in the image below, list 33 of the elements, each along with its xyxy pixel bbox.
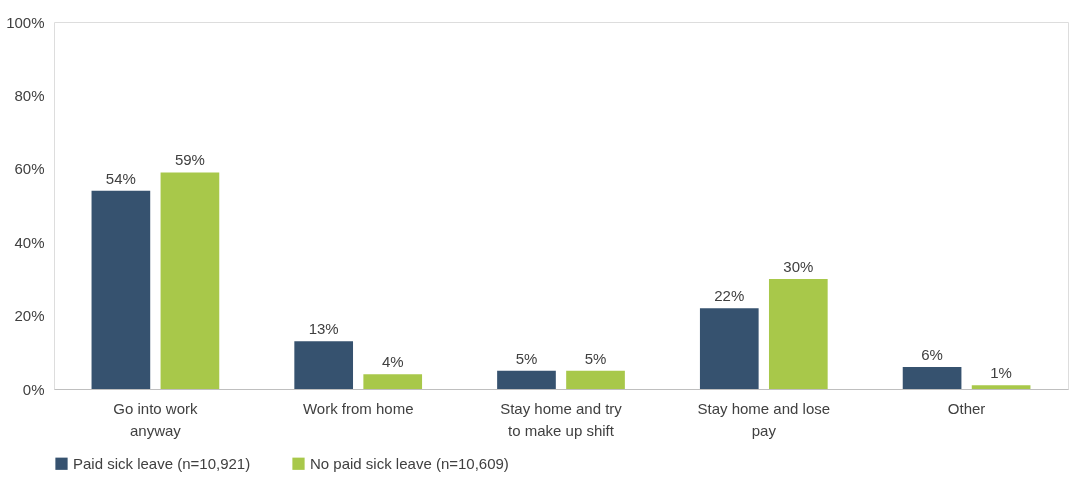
bar — [294, 341, 354, 389]
data-label: 13% — [308, 320, 339, 338]
x-tick-label: Stay home and lose pay — [697, 399, 831, 439]
y-tick-label: 0% — [22, 380, 45, 398]
data-label: 1% — [990, 364, 1012, 382]
y-tick-label: 60% — [14, 160, 45, 178]
x-tick-label: Other — [947, 399, 986, 417]
data-label: 5% — [584, 349, 607, 367]
data-label: 30% — [783, 257, 814, 275]
bar — [363, 374, 423, 389]
data-label: 59% — [174, 151, 205, 169]
y-tick-label: 20% — [14, 307, 45, 325]
bar — [971, 385, 1031, 389]
data-label: 5% — [515, 349, 538, 367]
bar — [160, 172, 220, 389]
x-tick-label: Stay home and try to make up shift — [500, 399, 623, 439]
x-tick-label: Go into work anyway — [113, 399, 198, 439]
y-tick-label: 80% — [14, 86, 45, 104]
data-label: 4% — [381, 353, 404, 371]
legend-label: No paid sick leave (n=10,609) — [310, 454, 509, 472]
y-tick-label: 40% — [14, 233, 45, 251]
bar — [902, 366, 962, 389]
data-label: 54% — [105, 169, 136, 187]
bar — [91, 190, 151, 389]
bar — [566, 370, 625, 389]
bar — [768, 278, 828, 389]
x-tick-label: Work from home — [302, 399, 414, 417]
data-label: 22% — [714, 287, 745, 305]
bar — [497, 370, 556, 389]
y-tick-label: 100% — [6, 13, 45, 31]
legend-label: Paid sick leave (n=10,921) — [73, 454, 251, 472]
bar — [699, 308, 759, 389]
data-label: 6% — [921, 345, 943, 363]
